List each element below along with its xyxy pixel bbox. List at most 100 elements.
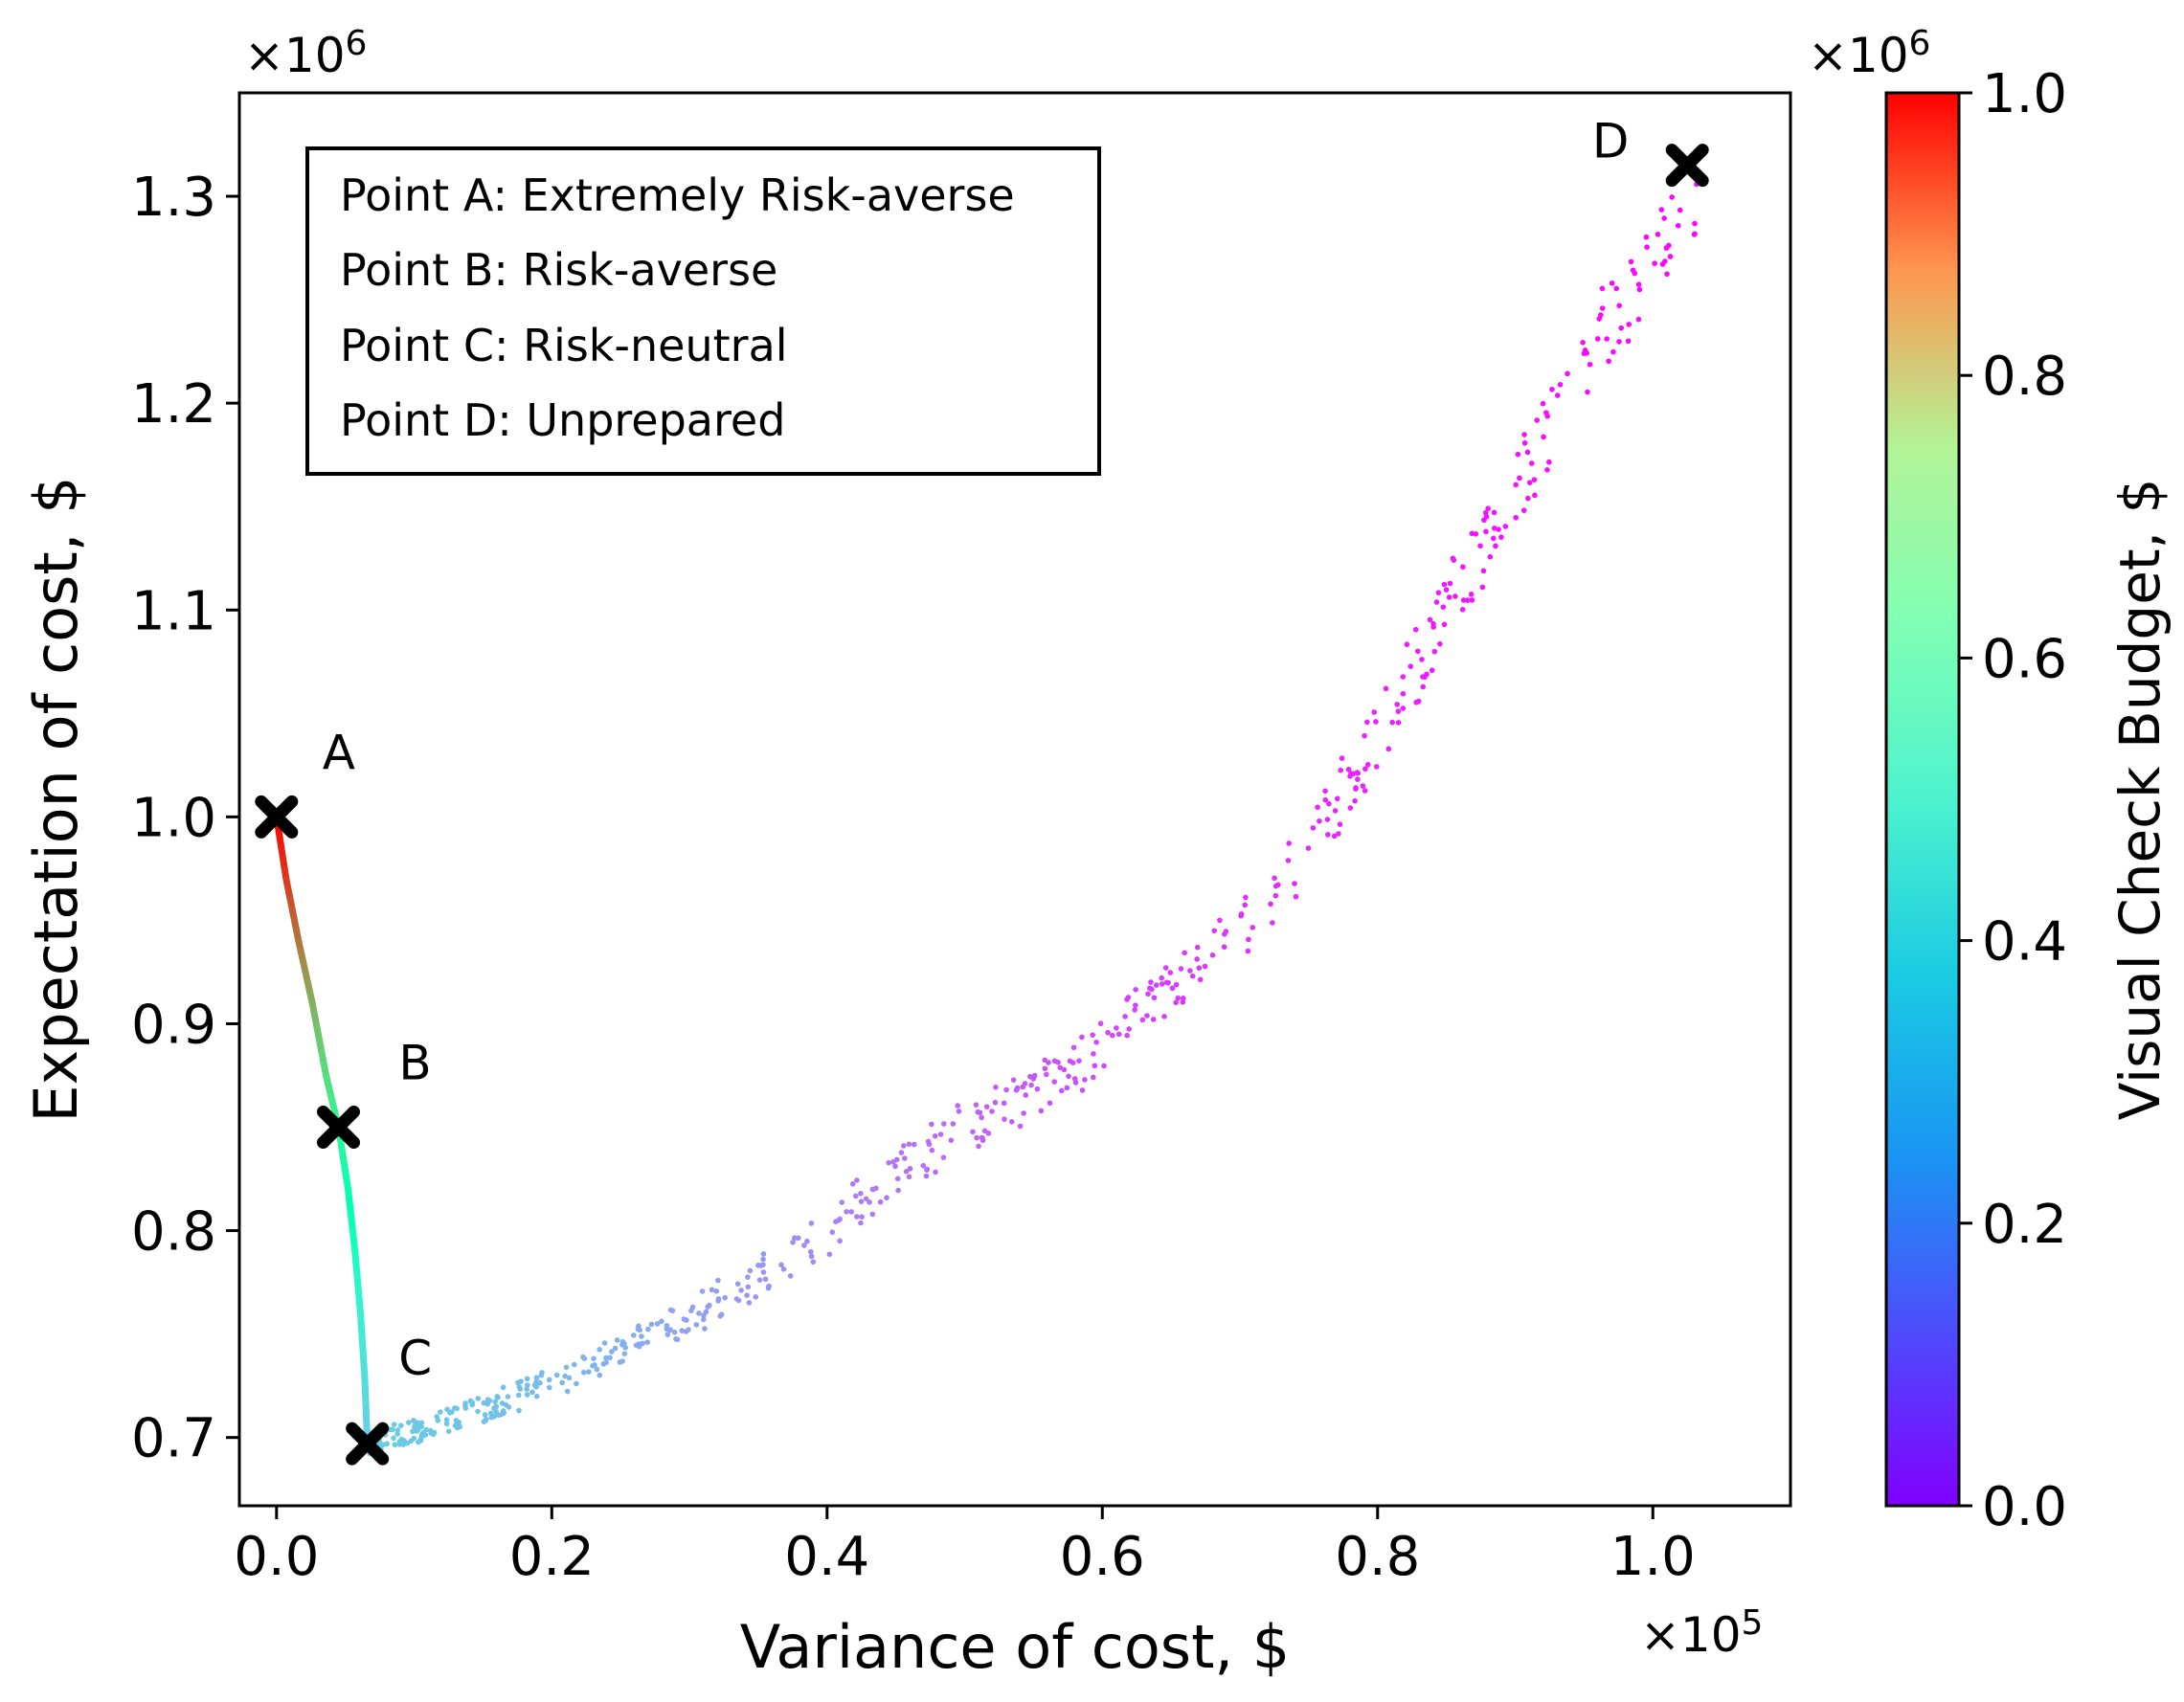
scatter-point bbox=[1001, 1100, 1007, 1107]
scatter-point bbox=[614, 1337, 620, 1343]
scatter-point bbox=[1413, 699, 1420, 705]
scatter-point bbox=[974, 1134, 979, 1141]
scatter-point bbox=[394, 1427, 401, 1433]
scatter-point bbox=[1090, 1074, 1096, 1081]
scatter-point bbox=[1549, 386, 1555, 392]
scatter-point bbox=[1182, 950, 1187, 956]
scatter-point bbox=[1023, 1092, 1029, 1098]
scatter-point bbox=[924, 1166, 931, 1173]
scatter-point bbox=[1580, 340, 1586, 346]
scatter-point bbox=[1325, 832, 1331, 838]
scatter-point bbox=[1632, 270, 1638, 277]
scatter-point bbox=[1076, 1058, 1082, 1064]
scatter-point bbox=[858, 1198, 865, 1204]
scatter-point bbox=[1047, 1100, 1053, 1107]
scatter-point bbox=[553, 1372, 560, 1378]
scatter-point bbox=[1546, 459, 1552, 465]
scatter-point bbox=[1521, 440, 1528, 446]
scatter-point bbox=[1285, 858, 1292, 863]
scatter-point bbox=[1250, 925, 1256, 930]
scatter-point bbox=[1246, 936, 1251, 943]
scatter-point bbox=[853, 1193, 859, 1199]
scatter-point bbox=[1459, 606, 1466, 613]
scatter-point bbox=[810, 1259, 817, 1265]
scatter-point bbox=[923, 1173, 930, 1179]
scatter-point bbox=[524, 1392, 530, 1398]
y-tick-label: 0.7 bbox=[131, 1408, 216, 1470]
scatter-point bbox=[985, 1131, 992, 1136]
scatter-point bbox=[443, 1417, 450, 1422]
scatter-point bbox=[1167, 970, 1174, 975]
scatter-point bbox=[1124, 1032, 1130, 1039]
scatter-point bbox=[956, 1109, 962, 1114]
scatter-point bbox=[1644, 244, 1650, 251]
scatter-point bbox=[418, 1423, 424, 1430]
scatter-point bbox=[760, 1269, 767, 1275]
scatter-point bbox=[428, 1430, 435, 1436]
scatter-point bbox=[1616, 302, 1622, 309]
scatter-point bbox=[1485, 505, 1491, 512]
colorbar-bar bbox=[1884, 91, 1961, 1508]
scatter-point bbox=[533, 1384, 539, 1390]
scatter-point bbox=[1331, 833, 1338, 840]
scatter-point bbox=[1114, 1025, 1119, 1031]
x-tick-label: 1.0 bbox=[1610, 1526, 1696, 1588]
scatter-point bbox=[979, 1134, 985, 1141]
scatter-point bbox=[1353, 786, 1359, 792]
scatter-point bbox=[717, 1313, 724, 1319]
x-axis-multiplier: ×105 bbox=[1640, 1603, 1763, 1663]
scatter-point bbox=[1675, 222, 1681, 229]
scatter-point bbox=[1334, 795, 1340, 802]
legend-entry-a: Point A: Extremely Risk-averse bbox=[340, 169, 1015, 221]
scatter-point bbox=[1625, 338, 1632, 345]
scatter-point bbox=[1101, 1063, 1107, 1069]
colorbar-label: Visual Check Budget, $ bbox=[2107, 479, 2173, 1121]
scatter-point bbox=[612, 1345, 619, 1352]
scatter-point bbox=[901, 1143, 907, 1149]
scatter-point bbox=[572, 1361, 577, 1368]
scatter-point bbox=[744, 1292, 750, 1298]
scatter-point bbox=[1493, 543, 1498, 549]
scatter-point bbox=[486, 1398, 493, 1404]
scatter-point bbox=[1635, 281, 1642, 287]
x-tick-label: 0.2 bbox=[509, 1526, 595, 1588]
scatter-point bbox=[1061, 1066, 1068, 1073]
scatter-point bbox=[501, 1410, 507, 1416]
scatter-point bbox=[979, 1114, 984, 1121]
scatter-point bbox=[1531, 477, 1538, 482]
scatter-point bbox=[747, 1267, 754, 1274]
scatter-point bbox=[1317, 817, 1322, 824]
scatter-point bbox=[1003, 1086, 1009, 1093]
scatter-point bbox=[1022, 1081, 1028, 1086]
scatter-point bbox=[907, 1166, 913, 1172]
scatter-point bbox=[1526, 480, 1533, 485]
scatter-point bbox=[877, 1198, 884, 1205]
scatter-point bbox=[1070, 1044, 1077, 1051]
colorbar-tick-label: 0.6 bbox=[1982, 628, 2067, 690]
scatter-point bbox=[1542, 410, 1549, 415]
scatter-point bbox=[826, 1251, 833, 1258]
scatter-point bbox=[992, 1099, 999, 1106]
scatter-point bbox=[837, 1238, 843, 1244]
scatter-point bbox=[617, 1359, 623, 1365]
scatter-point bbox=[854, 1177, 860, 1183]
scatter-point bbox=[1594, 336, 1601, 342]
scatter-point bbox=[1133, 987, 1138, 993]
scatter-point bbox=[890, 1159, 896, 1165]
scatter-point bbox=[693, 1322, 700, 1328]
scatter-point bbox=[702, 1326, 708, 1332]
colorbar-tick-label: 1.0 bbox=[1982, 63, 2067, 125]
scatter-point bbox=[1429, 667, 1435, 674]
scatter-point bbox=[1395, 708, 1402, 714]
scatter-point bbox=[633, 1342, 640, 1349]
scatter-point bbox=[1389, 719, 1395, 726]
scatter-point bbox=[756, 1277, 763, 1283]
scatter-point bbox=[1122, 1014, 1128, 1019]
scatter-point bbox=[1677, 207, 1683, 213]
scatter-point bbox=[1144, 1013, 1150, 1019]
scatter-point bbox=[445, 1428, 452, 1435]
scatter-point bbox=[870, 1186, 876, 1193]
scatter-point bbox=[746, 1300, 753, 1306]
legend-entry-d: Point D: Unprepared bbox=[340, 394, 785, 446]
scatter-point bbox=[1221, 944, 1227, 951]
